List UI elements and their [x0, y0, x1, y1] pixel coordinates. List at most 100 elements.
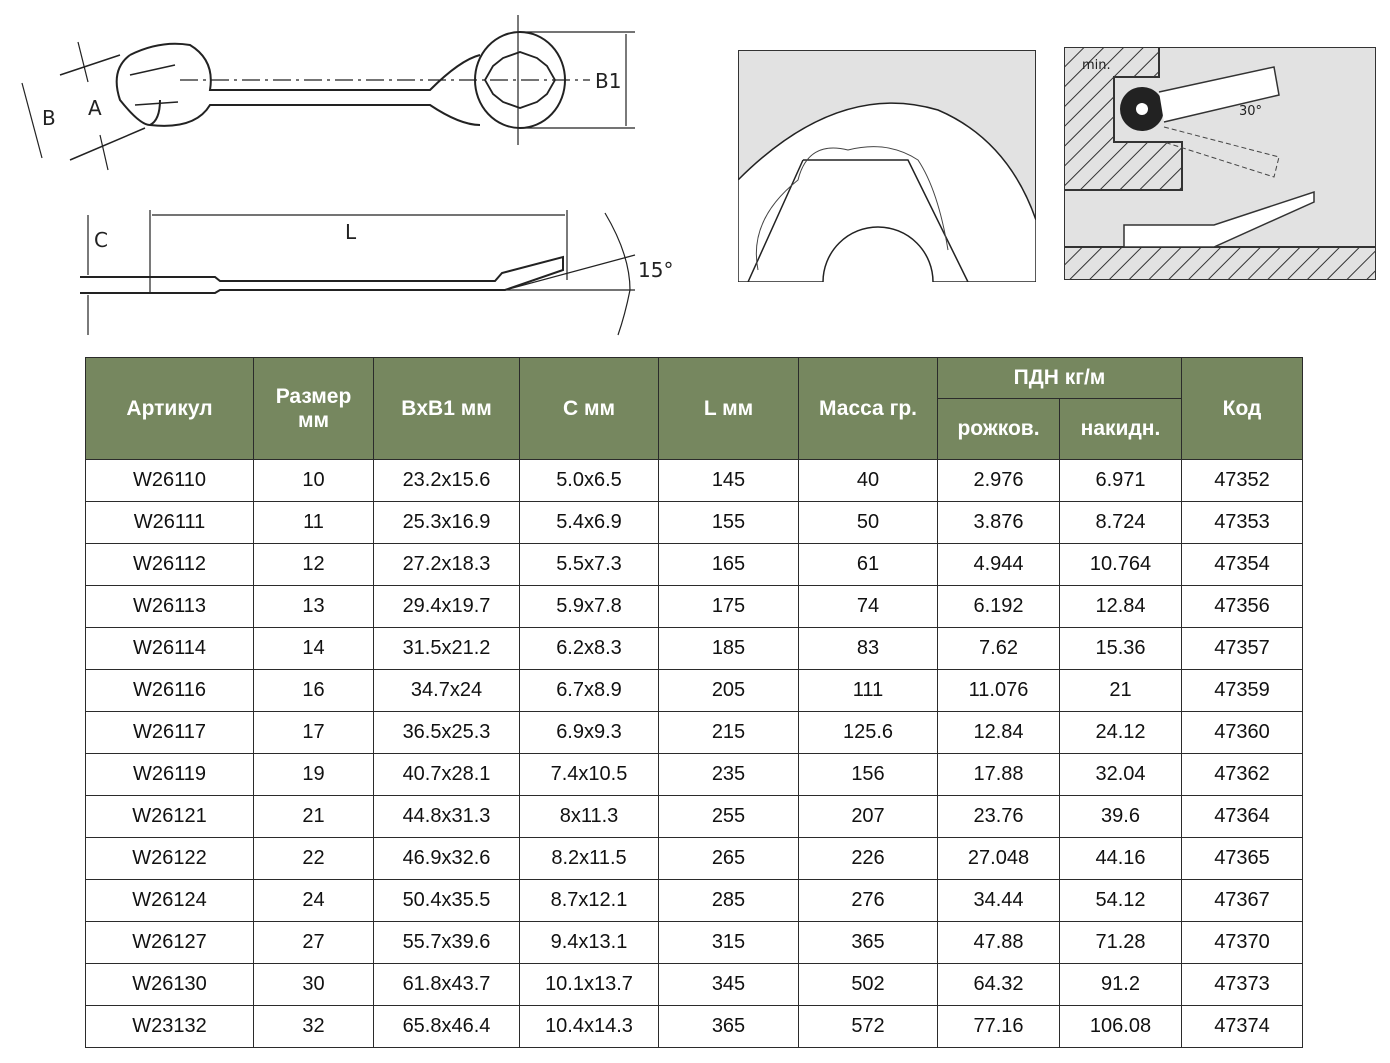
- angle-label-30: 30°: [1239, 104, 1262, 119]
- cell-l: 285: [658, 879, 799, 922]
- cell-torque-ring: 8.724: [1059, 501, 1182, 544]
- table-row: W26117 17 36.5x25.3 6.9x9.3 215 125.6 12.84 24.…: [85, 711, 1303, 754]
- cell-size: 21: [253, 795, 374, 838]
- cell-mass: 83: [798, 627, 938, 670]
- table-body: W26110 10 23.2x15.6 5.0x6.5 145 40 2.976 6.971 4…: [85, 459, 1303, 1048]
- cell-article: W26124: [85, 879, 254, 922]
- cell-torque-open: 7.62: [937, 627, 1060, 670]
- cell-c: 8.2x11.5: [519, 837, 659, 880]
- cell-torque-open: 11.076: [937, 669, 1060, 712]
- cell-l: 215: [658, 711, 799, 754]
- cell-l: 145: [658, 459, 799, 502]
- cell-article: W26122: [85, 837, 254, 880]
- cell-mass: 61: [798, 543, 938, 586]
- cell-code: 47354: [1181, 543, 1303, 586]
- header-bxb1: BxB1 мм: [373, 357, 520, 460]
- cell-bxb1: 50.4x35.5: [373, 879, 520, 922]
- cell-torque-open: 34.44: [937, 879, 1060, 922]
- cell-mass: 125.6: [798, 711, 938, 754]
- cell-code: 47360: [1181, 711, 1303, 754]
- cell-code: 47374: [1181, 1005, 1303, 1048]
- cell-torque-ring: 24.12: [1059, 711, 1182, 754]
- cell-torque-ring: 15.36: [1059, 627, 1182, 670]
- cell-l: 345: [658, 963, 799, 1006]
- cell-code: 47353: [1181, 501, 1303, 544]
- cell-article: W26112: [85, 543, 254, 586]
- cell-c: 6.2x8.3: [519, 627, 659, 670]
- cell-bxb1: 40.7x28.1: [373, 753, 520, 796]
- cell-code: 47359: [1181, 669, 1303, 712]
- cell-size: 30: [253, 963, 374, 1006]
- header-torque-open: рожков.: [937, 398, 1060, 460]
- cell-size: 14: [253, 627, 374, 670]
- table-row: W26116 16 34.7x24 6.7x8.9 205 111 11.076 21 4735…: [85, 669, 1303, 712]
- cell-code: 47365: [1181, 837, 1303, 880]
- cell-bxb1: 65.8x46.4: [373, 1005, 520, 1048]
- cell-mass: 207: [798, 795, 938, 838]
- cell-code: 47362: [1181, 753, 1303, 796]
- cell-mass: 572: [798, 1005, 938, 1048]
- cell-size: 11: [253, 501, 374, 544]
- cell-torque-ring: 32.04: [1059, 753, 1182, 796]
- cell-torque-ring: 10.764: [1059, 543, 1182, 586]
- cell-l: 235: [658, 753, 799, 796]
- cell-code: 47364: [1181, 795, 1303, 838]
- cell-bxb1: 36.5x25.3: [373, 711, 520, 754]
- cell-bxb1: 34.7x24: [373, 669, 520, 712]
- cell-torque-open: 3.876: [937, 501, 1060, 544]
- cell-article: W26110: [85, 459, 254, 502]
- table-row: W26113 13 29.4x19.7 5.9x7.8 175 74 6.192 12.84 4…: [85, 585, 1303, 628]
- cell-l: 265: [658, 837, 799, 880]
- cell-article: W26116: [85, 669, 254, 712]
- cell-code: 47367: [1181, 879, 1303, 922]
- table-row: W26110 10 23.2x15.6 5.0x6.5 145 40 2.976 6.971 4…: [85, 459, 1303, 502]
- cell-bxb1: 55.7x39.6: [373, 921, 520, 964]
- cell-torque-open: 17.88: [937, 753, 1060, 796]
- cell-size: 24: [253, 879, 374, 922]
- cell-mass: 40: [798, 459, 938, 502]
- wrench-side-view-drawing: C L 15°: [80, 210, 673, 336]
- cell-l: 175: [658, 585, 799, 628]
- cell-l: 165: [658, 543, 799, 586]
- cell-torque-open: 23.76: [937, 795, 1060, 838]
- cell-bxb1: 25.3x16.9: [373, 501, 520, 544]
- cell-bxb1: 44.8x31.3: [373, 795, 520, 838]
- cell-mass: 502: [798, 963, 938, 1006]
- dimension-label-b: B: [42, 106, 56, 130]
- cell-l: 255: [658, 795, 799, 838]
- dimension-label-b1: B1: [595, 69, 621, 93]
- cell-torque-ring: 54.12: [1059, 879, 1182, 922]
- cell-code: 47356: [1181, 585, 1303, 628]
- header-code: Код: [1181, 357, 1303, 460]
- cell-torque-open: 4.944: [937, 543, 1060, 586]
- ring-profile-detail-drawing: [738, 50, 1036, 282]
- cell-article: W26114: [85, 627, 254, 670]
- cell-article: W23132: [85, 1005, 254, 1048]
- cell-code: 47370: [1181, 921, 1303, 964]
- cell-c: 5.0x6.5: [519, 459, 659, 502]
- table-row: W26124 24 50.4x35.5 8.7x12.1 285 276 34.44 54.1…: [85, 879, 1303, 922]
- cell-c: 10.4x14.3: [519, 1005, 659, 1048]
- cell-mass: 226: [798, 837, 938, 880]
- cell-code: 47352: [1181, 459, 1303, 502]
- cell-torque-ring: 39.6: [1059, 795, 1182, 838]
- cell-bxb1: 27.2x18.3: [373, 543, 520, 586]
- cell-bxb1: 61.8x43.7: [373, 963, 520, 1006]
- wrench-top-view-drawing: B A B1: [21, 15, 635, 171]
- cell-c: 6.9x9.3: [519, 711, 659, 754]
- cell-torque-open: 27.048: [937, 837, 1060, 880]
- cell-size: 32: [253, 1005, 374, 1048]
- cell-torque-ring: 12.84: [1059, 585, 1182, 628]
- cell-size: 13: [253, 585, 374, 628]
- table-row: W26122 22 46.9x32.6 8.2x11.5 265 226 27.048 44.…: [85, 837, 1303, 880]
- table-row: W26127 27 55.7x39.6 9.4x13.1 315 365 47.88 71.2…: [85, 921, 1303, 964]
- header-l: L мм: [658, 357, 799, 460]
- table-row: W26121 21 44.8x31.3 8x11.3 255 207 23.76 39.6 47…: [85, 795, 1303, 838]
- table-row: W26111 11 25.3x16.9 5.4x6.9 155 50 3.876 8.724 4…: [85, 501, 1303, 544]
- cell-mass: 74: [798, 585, 938, 628]
- cell-code: 47357: [1181, 627, 1303, 670]
- cell-torque-open: 6.192: [937, 585, 1060, 628]
- cell-torque-open: 47.88: [937, 921, 1060, 964]
- cell-l: 315: [658, 921, 799, 964]
- table-row: W23132 32 65.8x46.4 10.4x14.3 365 572 77.16 106…: [85, 1005, 1303, 1048]
